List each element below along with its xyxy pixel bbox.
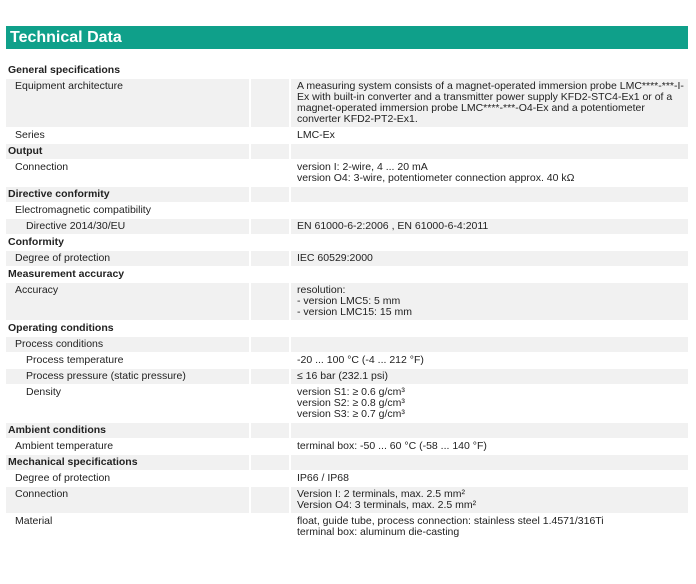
- spacer-cell: [249, 514, 289, 540]
- row-label: Ambient temperature: [6, 439, 249, 454]
- spacer-cell: [249, 337, 289, 352]
- row-value: [289, 235, 688, 250]
- section-header-row: General specifications: [6, 63, 688, 78]
- row-value: IP66 / IP68: [289, 471, 688, 486]
- row-value: ≤ 16 bar (232.1 psi): [289, 369, 688, 384]
- spacer-cell: [249, 455, 289, 470]
- row-label: Connection: [6, 487, 249, 513]
- spacer-cell: [249, 353, 289, 368]
- spacer-cell: [249, 187, 289, 202]
- row-value: version S1: ≥ 0.6 g/cm³ version S2: ≥ 0.…: [289, 385, 688, 422]
- row-label: Operating conditions: [6, 321, 249, 336]
- spacer-cell: [249, 203, 289, 218]
- section-header-row: Output: [6, 144, 688, 159]
- spacer-cell: [249, 487, 289, 513]
- table-row: Ambient temperature terminal box: -50 ...…: [6, 439, 688, 454]
- row-value: version I: 2-wire, 4 ... 20 mA version O…: [289, 160, 688, 186]
- row-value: [289, 423, 688, 438]
- row-label: Accuracy: [6, 283, 249, 320]
- table-row: Density version S1: ≥ 0.6 g/cm³ version S…: [6, 385, 688, 422]
- row-value: A measuring system consists of a magnet-…: [289, 79, 688, 127]
- row-label: Degree of protection: [6, 471, 249, 486]
- section-header-row: Ambient conditions: [6, 423, 688, 438]
- row-label: Equipment architecture: [6, 79, 249, 127]
- row-label: Density: [6, 385, 249, 422]
- row-value: terminal box: -50 ... 60 °C (-58 ... 140…: [289, 439, 688, 454]
- spacer-cell: [249, 423, 289, 438]
- row-value: [289, 63, 688, 78]
- spacer-cell: [249, 283, 289, 320]
- row-value: [289, 267, 688, 282]
- row-label: Output: [6, 144, 249, 159]
- table-row: Equipment architecture A measuring system…: [6, 79, 688, 127]
- spacer-cell: [249, 251, 289, 266]
- row-value: [289, 187, 688, 202]
- row-label: Degree of protection: [6, 251, 249, 266]
- spacer-cell: [249, 439, 289, 454]
- row-value: resolution: - version LMC5: 5 mm - versi…: [289, 283, 688, 320]
- row-label: Mechanical specifications: [6, 455, 249, 470]
- spacer-cell: [249, 471, 289, 486]
- row-label: Process temperature: [6, 353, 249, 368]
- spacer-cell: [249, 385, 289, 422]
- table-row: Degree of protection IEC 60529:2000: [6, 251, 688, 266]
- table-row: Material float, guide tube, process conne…: [6, 514, 688, 540]
- section-header-row: Directive conformity: [6, 187, 688, 202]
- row-value: [289, 203, 688, 218]
- row-label: Series: [6, 128, 249, 143]
- row-value: [289, 321, 688, 336]
- row-value: -20 ... 100 °C (-4 ... 212 °F): [289, 353, 688, 368]
- spacer-cell: [249, 219, 289, 234]
- table-row: Connection Version I: 2 terminals, max. 2…: [6, 487, 688, 513]
- row-value: EN 61000-6-2:2006 , EN 61000-6-4:2011: [289, 219, 688, 234]
- table-row: Degree of protection IP66 / IP68: [6, 471, 688, 486]
- spacer-cell: [249, 144, 289, 159]
- row-label: General specifications: [6, 63, 249, 78]
- row-label: Connection: [6, 160, 249, 186]
- spacer-cell: [249, 63, 289, 78]
- row-label: Measurement accuracy: [6, 267, 249, 282]
- table-row: Accuracy resolution: - version LMC5: 5 mm…: [6, 283, 688, 320]
- section-header-row: Operating conditions: [6, 321, 688, 336]
- table-row: Process temperature -20 ... 100 °C (-4 ..…: [6, 353, 688, 368]
- row-label: Process pressure (static pressure): [6, 369, 249, 384]
- row-value: Version I: 2 terminals, max. 2.5 mm² Ver…: [289, 487, 688, 513]
- spacer-cell: [249, 267, 289, 282]
- row-value: LMC-Ex: [289, 128, 688, 143]
- table-row: Connection version I: 2-wire, 4 ... 20 mA…: [6, 160, 688, 186]
- table-row: Process conditions: [6, 337, 688, 352]
- row-value: IEC 60529:2000: [289, 251, 688, 266]
- row-label: Ambient conditions: [6, 423, 249, 438]
- row-label: Material: [6, 514, 249, 540]
- row-label: Directive 2014/30/EU: [6, 219, 249, 234]
- section-header-row: Mechanical specifications: [6, 455, 688, 470]
- section-header-row: Measurement accuracy: [6, 267, 688, 282]
- spacer-cell: [249, 160, 289, 186]
- table-row: Electromagnetic compatibility: [6, 203, 688, 218]
- table-row: Directive 2014/30/EU EN 61000-6-2:2006 , …: [6, 219, 688, 234]
- row-value: [289, 337, 688, 352]
- section-header-row: Conformity: [6, 235, 688, 250]
- section-title: Technical Data: [6, 26, 688, 49]
- row-label: Electromagnetic compatibility: [6, 203, 249, 218]
- spacer-cell: [249, 128, 289, 143]
- table-row: Process pressure (static pressure) ≤ 16 b…: [6, 369, 688, 384]
- row-label: Process conditions: [6, 337, 249, 352]
- technical-data-table: General specifications Equipment architec…: [6, 62, 688, 541]
- spacer-cell: [249, 235, 289, 250]
- row-value: float, guide tube, process connection: s…: [289, 514, 688, 540]
- spacer-cell: [249, 79, 289, 127]
- row-label: Conformity: [6, 235, 249, 250]
- spacer-cell: [249, 369, 289, 384]
- table-row: Series LMC-Ex: [6, 128, 688, 143]
- row-value: [289, 144, 688, 159]
- row-value: [289, 455, 688, 470]
- spacer-cell: [249, 321, 289, 336]
- row-label: Directive conformity: [6, 187, 249, 202]
